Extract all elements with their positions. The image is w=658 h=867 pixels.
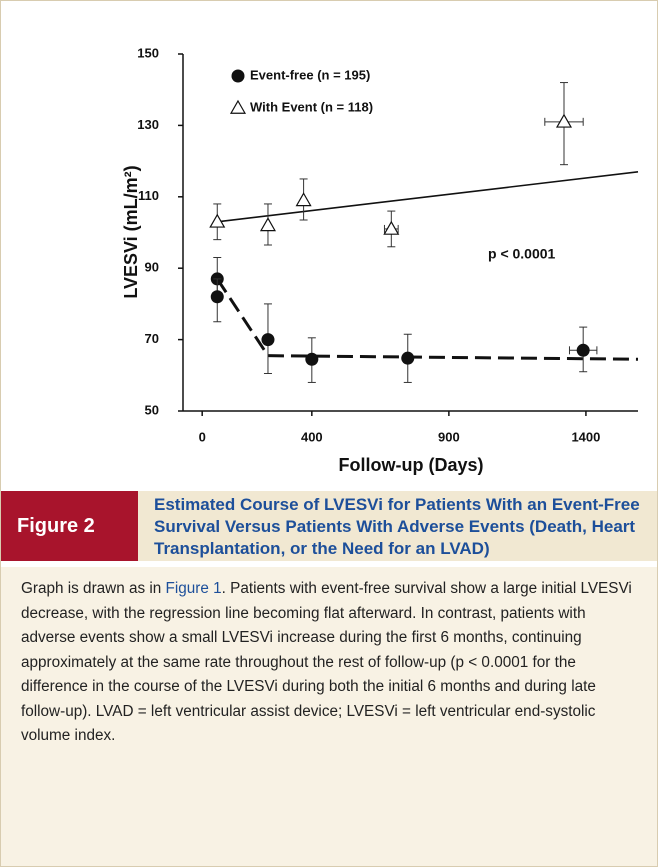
point	[209, 213, 226, 228]
point	[401, 351, 415, 365]
figure-link[interactable]: Figure 1	[165, 580, 222, 597]
figure-label: Figure 2	[1, 491, 138, 561]
y-tick-label: 110	[138, 188, 159, 203]
caption-text: Graph is drawn as in Figure 1. Patients …	[21, 577, 643, 749]
point	[576, 343, 590, 357]
x-axis-label: Follow-up (Days)	[339, 455, 484, 475]
point	[383, 220, 400, 235]
figure-header: Figure 2 Estimated Course of LVESVi for …	[1, 491, 657, 561]
point	[259, 217, 277, 232]
fit-line	[217, 171, 639, 223]
point	[295, 192, 312, 207]
y-tick-label: 150	[137, 45, 159, 60]
legend-label: Event-free (n = 195)	[250, 67, 370, 82]
y-tick-label: 90	[145, 260, 159, 275]
y-axis-label: LVESVi (mL/m²)	[121, 165, 141, 298]
caption-part: . Patients with event-free survival show…	[21, 580, 632, 744]
point	[261, 333, 275, 347]
caption-part: Graph is drawn as in	[21, 580, 166, 597]
chart: Event-free (n = 195) With Event (n = 118…	[121, 45, 639, 475]
x-tick-label: 400	[301, 429, 323, 444]
caption: Graph is drawn as in Figure 1. Patients …	[1, 567, 657, 866]
x-tick-label: 900	[438, 429, 460, 444]
fit-line	[216, 278, 639, 361]
figure-title: Estimated Course of LVESVi for Patients …	[154, 495, 640, 558]
point	[210, 290, 224, 304]
x-tick-label: 1400	[571, 429, 600, 444]
y-tick-label: 70	[145, 331, 159, 346]
legend-marker	[231, 69, 245, 83]
point	[555, 113, 573, 128]
x-tick-label: 0	[199, 429, 206, 444]
point	[305, 352, 319, 366]
legend-label: With Event (n = 118)	[250, 99, 373, 114]
y-tick-label: 50	[145, 402, 159, 417]
legend-marker	[229, 99, 247, 114]
y-tick-label: 130	[137, 117, 159, 132]
annotation: p < 0.0001	[488, 246, 556, 262]
